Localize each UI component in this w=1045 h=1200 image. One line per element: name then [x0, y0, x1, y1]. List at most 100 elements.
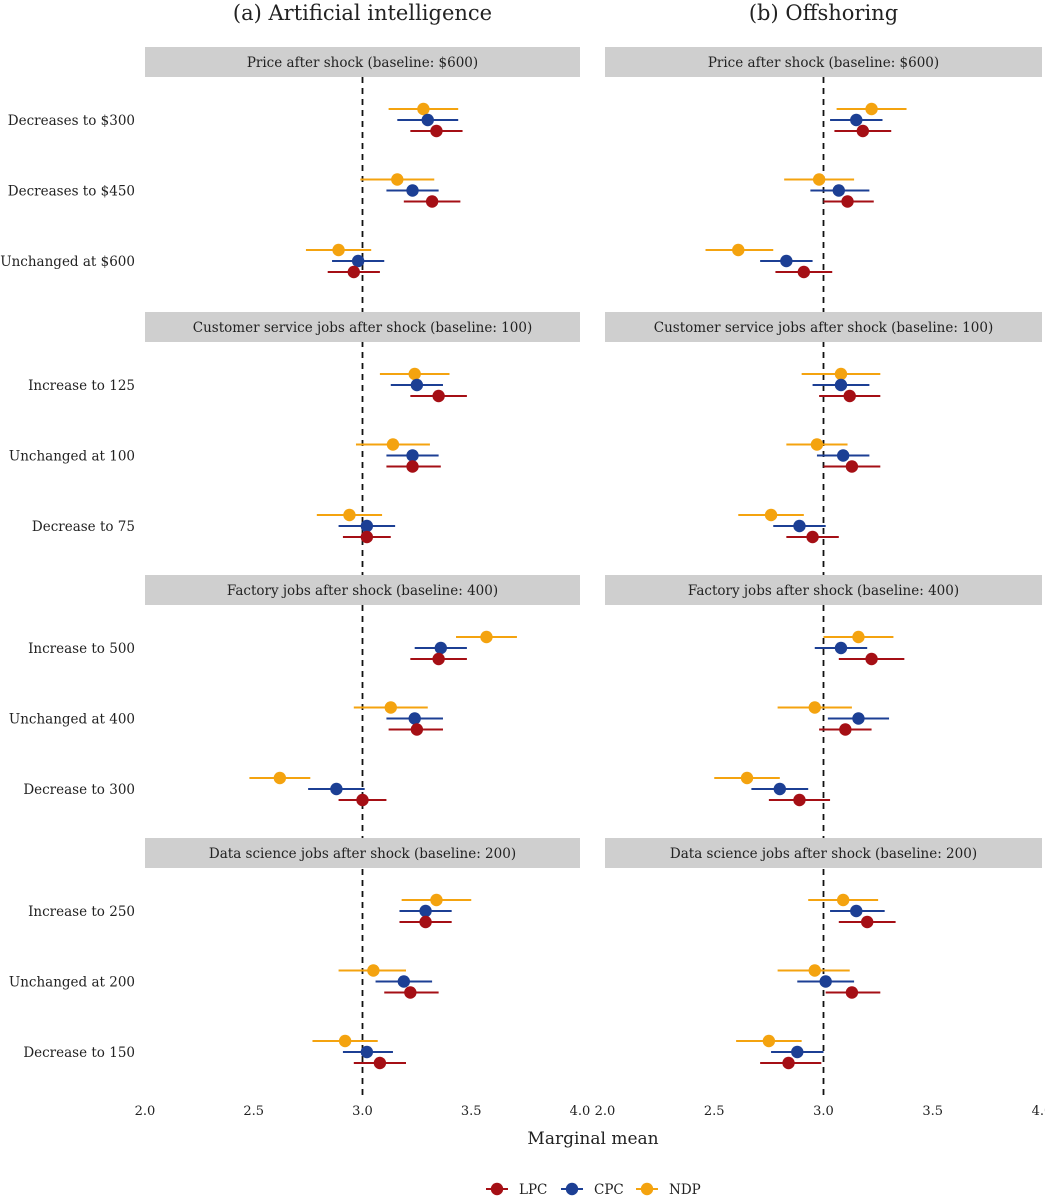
facet-strip — [605, 312, 1042, 342]
x-tick-label: 3.0 — [352, 1104, 373, 1119]
row-label: Decrease to 75 — [32, 519, 135, 535]
estimate-row: Decreases to $450 — [8, 173, 461, 208]
estimate-row — [784, 173, 874, 208]
point-ndp — [417, 102, 430, 116]
row-label: Decrease to 150 — [23, 1045, 135, 1061]
x-tick-label: 2.5 — [243, 1104, 264, 1119]
point-lpc — [782, 1056, 795, 1070]
estimate-row — [736, 1034, 824, 1070]
estimate-row — [786, 438, 881, 473]
point-lpc — [430, 124, 443, 138]
point-ndp — [408, 367, 421, 381]
point-lpc — [861, 915, 874, 929]
point-lpc — [419, 915, 432, 929]
estimate-row: Unchanged at $600 — [0, 243, 385, 279]
point-cpc — [410, 378, 424, 392]
point-ndp — [338, 1034, 352, 1048]
point-ndp — [810, 438, 824, 451]
point-lpc — [373, 1056, 387, 1070]
point-lpc — [841, 195, 854, 208]
estimate-row: Increase to 125 — [28, 367, 467, 403]
point-ndp — [836, 893, 850, 907]
facet: Price after shock (baseline: $600) Decrea… — [0, 47, 580, 279]
estimate-row: Decrease to 300 — [23, 771, 387, 807]
facet-strip-title: Price after shock (baseline: $600) — [247, 55, 478, 71]
legend-label-ndp: NDP — [669, 1182, 701, 1198]
legend-item-ndp: NDP — [636, 1182, 701, 1198]
point-ndp — [764, 508, 778, 522]
point-cpc — [836, 449, 850, 462]
estimate-row: Decreases to $300 — [8, 102, 463, 138]
x-tick-label: 4.0 — [1032, 1104, 1045, 1119]
row-label: Decreases to $300 — [8, 113, 135, 129]
point-cpc — [852, 712, 865, 725]
point-lpc — [425, 195, 439, 208]
point-ndp — [343, 508, 356, 522]
point-cpc — [819, 975, 832, 988]
estimate-row — [738, 508, 839, 544]
row-label: Unchanged at 400 — [9, 712, 135, 728]
point-ndp — [762, 1034, 776, 1048]
row-label: Increase to 500 — [28, 641, 135, 657]
point-ndp — [834, 367, 848, 381]
point-lpc — [845, 460, 859, 473]
point-cpc — [850, 113, 863, 127]
point-cpc — [791, 1045, 804, 1059]
x-axis-title: Marginal mean — [527, 1129, 658, 1149]
point-ndp — [808, 964, 821, 977]
point-cpc — [397, 975, 411, 988]
point-lpc — [360, 530, 374, 544]
point-lpc — [856, 124, 870, 138]
point-cpc — [834, 641, 848, 655]
point-ndp — [732, 243, 745, 257]
legend-point-lpc — [490, 1182, 504, 1196]
point-lpc — [432, 652, 445, 666]
point-cpc — [780, 254, 793, 268]
x-tick-label: 3.5 — [461, 1104, 482, 1119]
point-cpc — [351, 254, 365, 268]
point-lpc — [356, 793, 369, 807]
x-tick-label: 2.0 — [135, 1104, 156, 1119]
point-cpc — [434, 641, 447, 655]
facet-strip-title: Customer service jobs after shock (basel… — [193, 320, 532, 336]
estimate-row: Decrease to 150 — [23, 1034, 406, 1070]
facet-strip-title: Customer service jobs after shock (basel… — [654, 320, 993, 336]
estimate-row — [777, 701, 890, 736]
row-label: Decreases to $450 — [8, 184, 135, 200]
facet: Customer service jobs after shock (basel… — [605, 312, 1042, 544]
estimate-row — [808, 893, 896, 929]
facet-strip-title: Price after shock (baseline: $600) — [708, 55, 939, 71]
facet-strip — [145, 838, 580, 868]
point-ndp — [740, 771, 754, 785]
point-lpc — [410, 723, 424, 736]
legend-item-lpc: LPC — [486, 1182, 547, 1198]
point-cpc — [360, 519, 374, 533]
estimate-row: Unchanged at 100 — [9, 438, 441, 473]
facet: Data science jobs after shock (baseline:… — [9, 838, 580, 1070]
x-tick-label: 3.5 — [922, 1104, 943, 1119]
estimate-row — [830, 102, 907, 138]
estimate-row: Unchanged at 400 — [9, 701, 443, 736]
facet-strip-title: Factory jobs after shock (baseline: 400) — [227, 583, 498, 599]
facet-strip — [145, 575, 580, 605]
point-cpc — [834, 378, 848, 392]
legend-point-cpc — [565, 1182, 579, 1196]
point-ndp — [812, 173, 826, 186]
point-ndp — [384, 701, 397, 714]
panels-layer: (a) Artificial intelligence Price after s… — [0, 1, 1045, 1119]
point-ndp — [386, 438, 400, 451]
point-cpc — [421, 113, 434, 127]
point-lpc — [793, 793, 806, 807]
panel-artificial-intelligence: (a) Artificial intelligence Price after s… — [0, 1, 590, 1119]
point-cpc — [832, 184, 845, 197]
row-label: Increase to 125 — [28, 378, 135, 394]
point-ndp — [852, 630, 865, 644]
point-lpc — [406, 460, 419, 473]
point-cpc — [419, 904, 432, 918]
point-lpc — [865, 652, 878, 666]
point-ndp — [391, 173, 404, 186]
facet-strip-title: Factory jobs after shock (baseline: 400) — [688, 583, 959, 599]
point-cpc — [330, 782, 343, 796]
estimate-row — [801, 367, 881, 403]
